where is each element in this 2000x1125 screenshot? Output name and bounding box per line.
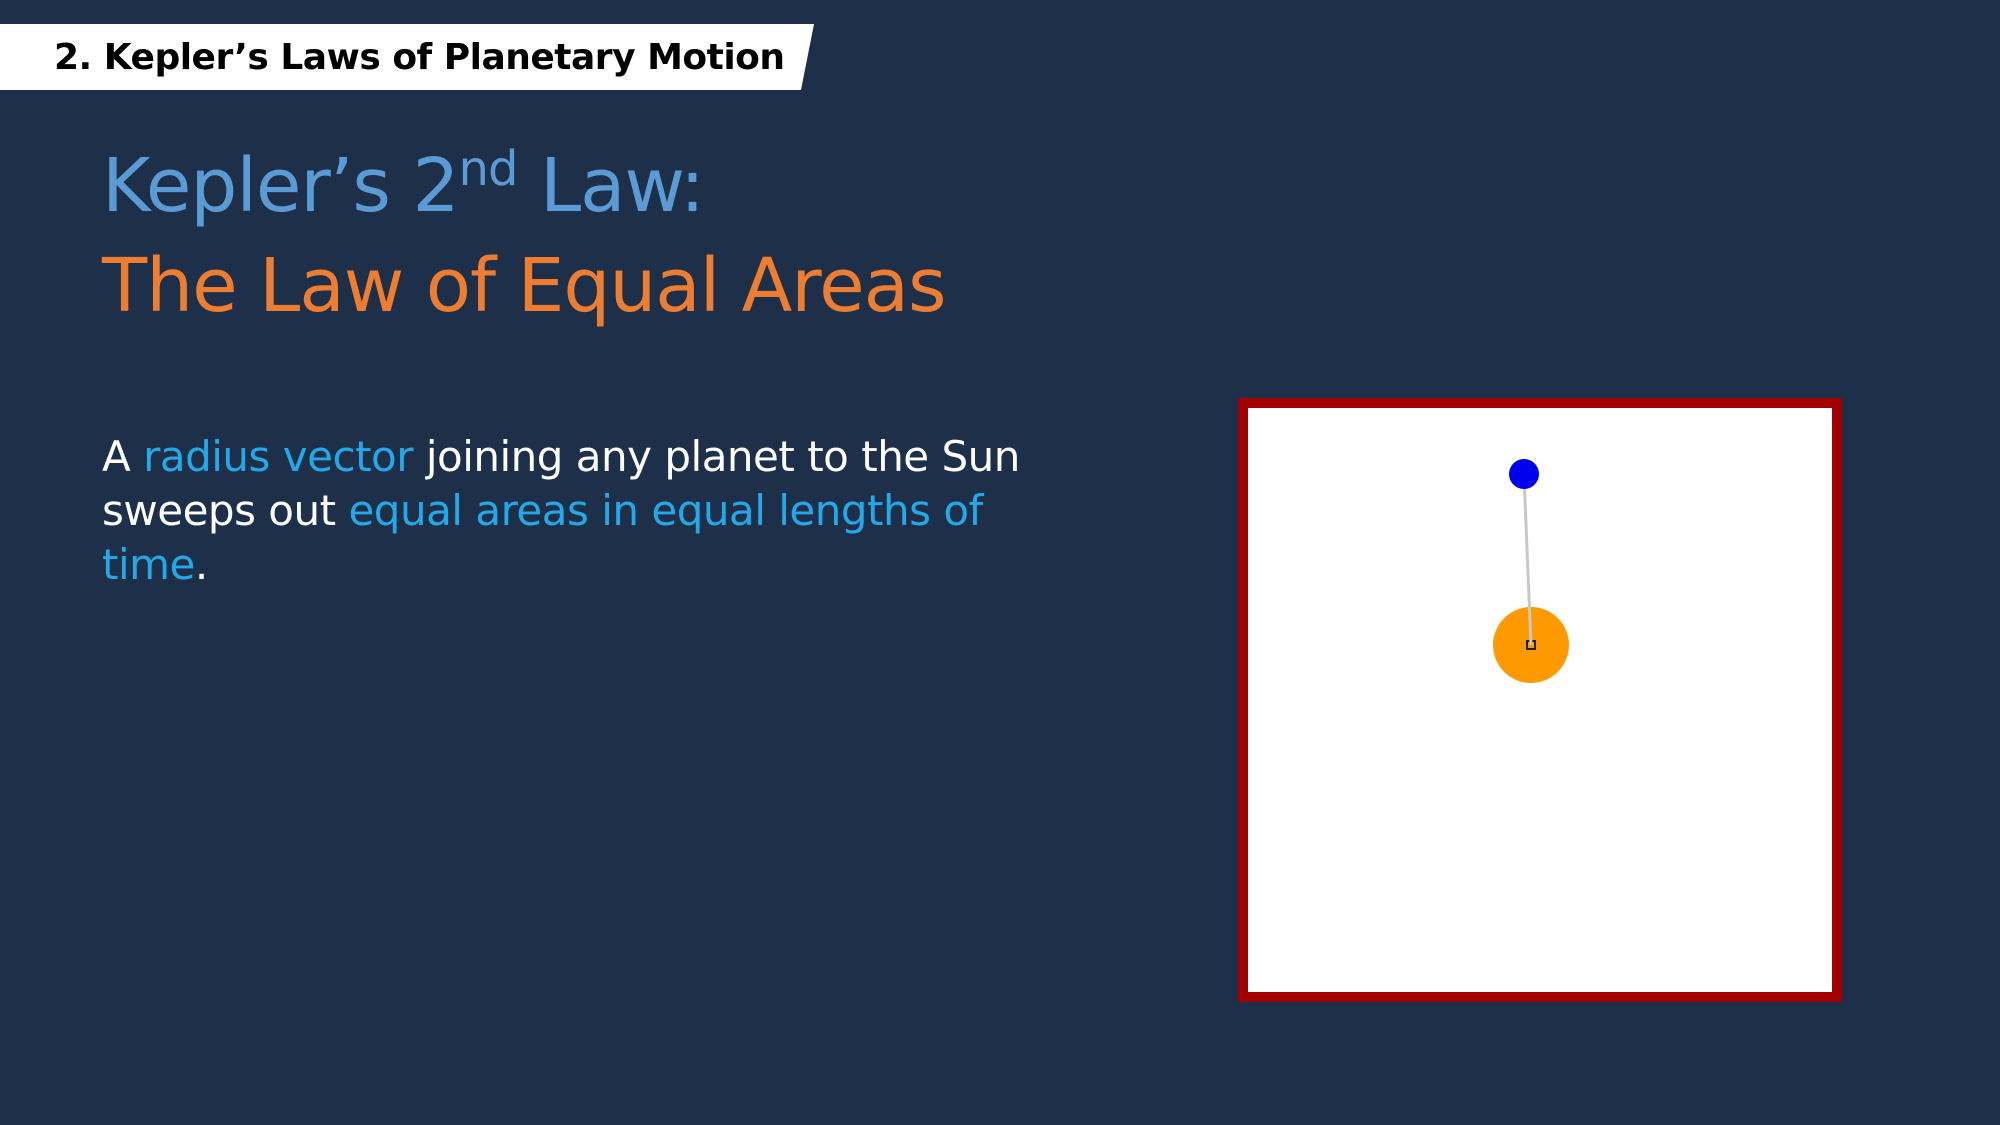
title-line-1-suffix: Law: <box>517 143 705 229</box>
planet-icon <box>1509 459 1539 489</box>
body-text-1: A <box>102 432 144 481</box>
title-line-1: Kepler’s 2nd Law: <box>102 136 1002 236</box>
body-highlight-radius-vector: radius vector <box>143 432 413 481</box>
title-superscript: nd <box>458 141 519 197</box>
body-paragraph: A radius vector joining any planet to th… <box>102 430 1062 592</box>
title-line-2: The Law of Equal Areas <box>102 243 947 329</box>
radius-vector-line <box>1522 475 1533 646</box>
body-text-3: . <box>194 540 208 589</box>
section-banner <box>0 24 814 90</box>
section-label: 2. Kepler’s Laws of Planetary Motion <box>54 37 785 78</box>
orbit-animation-frame <box>1238 398 1842 1002</box>
orbit-animation <box>1493 459 1569 683</box>
title-line-1-text: Kepler’s 2 <box>102 143 460 229</box>
body-highlight-equal-areas: equal areas in equal lengths of time <box>102 486 983 589</box>
body-text-2: joining any planet to the Sun sweeps out <box>102 432 1020 535</box>
slide-title: Kepler’s 2nd Law: The Law of Equal Areas <box>102 136 1002 336</box>
